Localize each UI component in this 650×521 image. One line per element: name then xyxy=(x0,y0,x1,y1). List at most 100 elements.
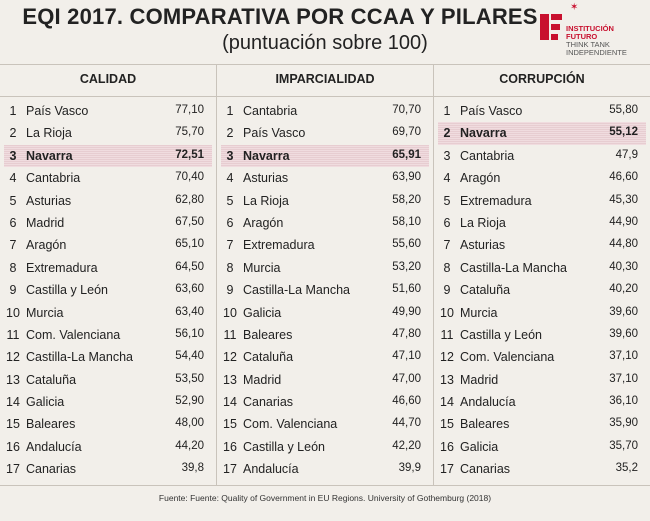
table-row: 16 Castilla y León 42,20 xyxy=(221,436,429,458)
region-cell: La Rioja xyxy=(26,126,72,141)
rank-cell: 14 xyxy=(223,395,237,410)
rank-cell: 10 xyxy=(440,305,454,320)
table-row: 7 Asturias 44,80 xyxy=(438,234,646,256)
score-cell: 53,50 xyxy=(175,372,204,385)
score-cell: 58,10 xyxy=(392,215,421,228)
score-cell: 72,51 xyxy=(175,148,204,161)
score-cell: 75,70 xyxy=(175,126,204,139)
region-cell: Com. Valenciana xyxy=(26,327,121,342)
rank-cell: 12 xyxy=(223,350,237,365)
table-row: 17 Canarias 39,8 xyxy=(4,458,212,480)
region-cell: Murcia xyxy=(243,260,281,275)
score-cell: 55,80 xyxy=(609,104,638,116)
score-cell: 54,40 xyxy=(175,350,204,363)
column-separator xyxy=(433,64,434,485)
table-row: 5 Extremadura 45,30 xyxy=(438,190,646,212)
logo-text-line1: INSTITUCIÓN xyxy=(566,24,614,33)
region-cell: Aragón xyxy=(26,238,67,253)
table-row: 9 Cataluña 40,20 xyxy=(438,279,646,301)
table-row: 12 Cataluña 47,10 xyxy=(221,346,429,368)
score-cell: 47,10 xyxy=(392,350,421,363)
region-cell: Murcia xyxy=(26,305,64,320)
score-cell: 63,40 xyxy=(175,305,204,318)
rank-cell: 6 xyxy=(226,215,234,230)
rank-cell: 3 xyxy=(226,148,234,163)
table-row: 6 Aragón 58,10 xyxy=(221,212,429,234)
table-row: 17 Andalucía 39,9 xyxy=(221,458,429,480)
region-cell: Castilla-La Mancha xyxy=(460,260,567,275)
rank-cell: 13 xyxy=(223,372,237,387)
score-cell: 39,60 xyxy=(609,327,638,340)
table-row: 8 Castilla-La Mancha 40,30 xyxy=(438,257,646,279)
region-cell: País Vasco xyxy=(26,104,89,118)
highlighted-row: 3 Navarra 65,91 xyxy=(221,144,429,168)
table-row: 7 Aragón 65,10 xyxy=(4,234,212,256)
table-row: 11 Castilla y León 39,60 xyxy=(438,324,646,346)
rank-cell: 12 xyxy=(6,350,20,365)
source-footer: Fuente: Fuente: Quality of Government in… xyxy=(158,493,492,503)
region-cell: Castilla y León xyxy=(26,283,108,298)
table-header: IMPARCIALIDAD xyxy=(275,72,375,86)
table-row: 13 Madrid 37,10 xyxy=(438,369,646,391)
rank-cell: 5 xyxy=(443,193,451,208)
score-cell: 37,10 xyxy=(609,350,638,363)
rank-cell: 15 xyxy=(223,417,237,432)
page-subtitle: (puntuación sobre 100) xyxy=(222,32,428,54)
page-title: EQI 2017. COMPARATIVA POR CCAA Y PILARES xyxy=(22,4,538,29)
region-cell: Asturias xyxy=(243,171,289,186)
rank-cell: 3 xyxy=(443,148,451,163)
table-row: 5 La Rioja 58,20 xyxy=(221,190,429,212)
table-row: 7 Extremadura 55,60 xyxy=(221,234,429,256)
region-cell: Galicia xyxy=(26,395,65,410)
score-cell: 62,80 xyxy=(175,193,204,206)
logo-text-line4: INDEPENDIENTE xyxy=(566,48,627,57)
score-cell: 39,8 xyxy=(181,462,204,475)
score-cell: 47,80 xyxy=(392,327,421,340)
region-cell: Aragón xyxy=(460,171,501,186)
rank-cell: 2 xyxy=(9,126,17,141)
table-row: 9 Castilla-La Mancha 51,60 xyxy=(221,279,429,301)
rank-cell: 7 xyxy=(443,238,451,253)
region-cell: La Rioja xyxy=(243,193,289,208)
table-row: 2 País Vasco 69,70 xyxy=(221,122,429,144)
table-row: 13 Cataluña 53,50 xyxy=(4,369,212,391)
rank-cell: 11 xyxy=(223,327,237,342)
rank-cell: 6 xyxy=(9,215,17,230)
table-bottom-rule xyxy=(0,484,650,486)
score-cell: 77,10 xyxy=(175,104,204,116)
region-cell: Galicia xyxy=(243,305,282,320)
region-cell: Galicia xyxy=(460,439,499,454)
table-row: 14 Canarias 46,60 xyxy=(221,391,429,413)
rank-cell: 7 xyxy=(9,238,17,253)
region-cell: Cantabria xyxy=(460,148,515,163)
region-cell: Castilla-La Mancha xyxy=(243,283,350,298)
region-cell: Navarra xyxy=(460,126,507,141)
table-header: CALIDAD xyxy=(79,72,137,86)
score-cell: 48,00 xyxy=(175,417,204,430)
rank-cell: 7 xyxy=(226,238,234,253)
rank-cell: 4 xyxy=(226,171,234,186)
highlighted-row: 3 Navarra 72,51 xyxy=(4,144,212,168)
logo-text-line3: THINK TANK xyxy=(566,40,610,49)
rank-cell: 9 xyxy=(9,283,17,298)
score-cell: 40,30 xyxy=(609,260,638,273)
table-row: 9 Castilla y León 63,60 xyxy=(4,279,212,301)
rank-cell: 14 xyxy=(6,395,20,410)
score-cell: 46,60 xyxy=(609,171,638,184)
score-cell: 49,90 xyxy=(392,305,421,318)
table-row: 12 Castilla-La Mancha 54,40 xyxy=(4,346,212,368)
rank-cell: 5 xyxy=(9,193,17,208)
score-cell: 47,9 xyxy=(615,148,638,161)
table-row: 2 La Rioja 75,70 xyxy=(4,122,212,144)
rank-cell: 8 xyxy=(226,260,234,275)
table-row: 4 Cantabria 70,40 xyxy=(4,167,212,189)
score-cell: 44,20 xyxy=(175,439,204,452)
rank-cell: 5 xyxy=(226,193,234,208)
rank-cell: 17 xyxy=(440,462,454,477)
header-top-rule xyxy=(0,64,650,65)
rank-cell: 1 xyxy=(443,104,451,118)
table-row: 17 Canarias 35,2 xyxy=(438,458,646,480)
score-cell: 64,50 xyxy=(175,260,204,273)
region-cell: Extremadura xyxy=(243,238,315,253)
region-cell: Baleares xyxy=(460,417,510,432)
